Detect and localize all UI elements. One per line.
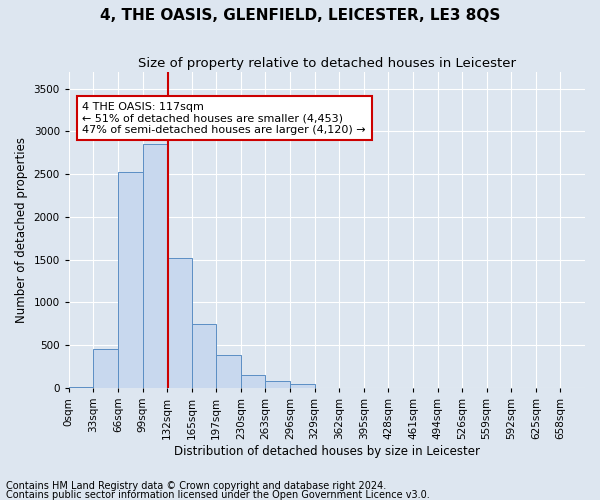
Text: 4, THE OASIS, GLENFIELD, LEICESTER, LE3 8QS: 4, THE OASIS, GLENFIELD, LEICESTER, LE3 … bbox=[100, 8, 500, 22]
Text: 4 THE OASIS: 117sqm
← 51% of detached houses are smaller (4,453)
47% of semi-det: 4 THE OASIS: 117sqm ← 51% of detached ho… bbox=[82, 102, 366, 135]
Bar bbox=[69, 387, 94, 388]
Bar bbox=[143, 144, 167, 388]
X-axis label: Distribution of detached houses by size in Leicester: Distribution of detached houses by size … bbox=[174, 444, 480, 458]
Y-axis label: Number of detached properties: Number of detached properties bbox=[15, 136, 28, 322]
Text: Contains public sector information licensed under the Open Government Licence v3: Contains public sector information licen… bbox=[6, 490, 430, 500]
Bar bbox=[94, 350, 118, 388]
Bar bbox=[118, 172, 143, 388]
Bar bbox=[241, 375, 265, 388]
Bar bbox=[167, 258, 192, 388]
Bar bbox=[290, 384, 314, 388]
Bar bbox=[217, 356, 241, 388]
Bar bbox=[192, 324, 217, 388]
Bar bbox=[265, 382, 290, 388]
Title: Size of property relative to detached houses in Leicester: Size of property relative to detached ho… bbox=[138, 58, 516, 70]
Text: Contains HM Land Registry data © Crown copyright and database right 2024.: Contains HM Land Registry data © Crown c… bbox=[6, 481, 386, 491]
